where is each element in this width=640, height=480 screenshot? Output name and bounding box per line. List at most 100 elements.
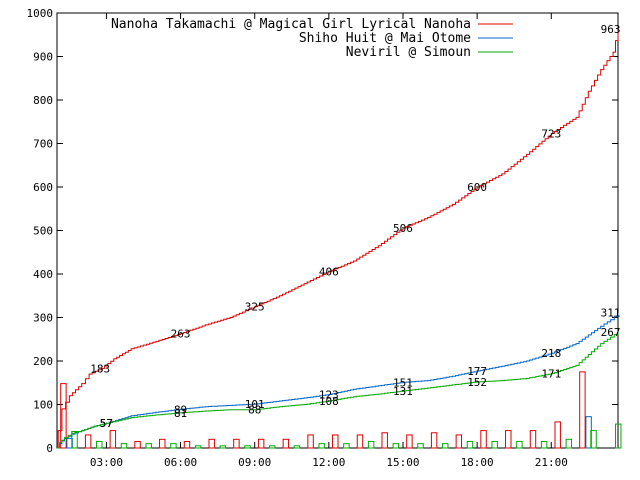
y-tick-label: 100 xyxy=(33,399,53,412)
series-1-value-label: 963 xyxy=(601,23,621,36)
series-1-bar xyxy=(159,438,166,449)
series-1-bar xyxy=(430,432,438,449)
series-3-line xyxy=(57,331,619,449)
series-3-bar xyxy=(590,430,597,449)
series-3-bar xyxy=(170,443,177,449)
series-1-bar xyxy=(257,438,265,449)
series-1-bar xyxy=(109,430,117,449)
x-tick-label: 06:00 xyxy=(164,456,197,469)
series-1-bar xyxy=(579,371,586,449)
plot-frame xyxy=(56,12,619,449)
series-3-bar xyxy=(120,443,128,449)
y-tick-label: 200 xyxy=(33,355,53,368)
series-1-bar xyxy=(134,440,141,449)
series-1-bar xyxy=(233,438,240,449)
x-tick-label: 09:00 xyxy=(238,456,271,469)
series-3-bar xyxy=(145,443,152,449)
series-3-bar xyxy=(318,443,325,449)
x-tick-label: 15:00 xyxy=(386,456,419,469)
series-1-bar xyxy=(356,434,364,449)
series-3-bar xyxy=(194,445,202,449)
series-1-bar xyxy=(332,434,339,449)
x-axis-ticks: 03:00 06:00 09:00 12:00 15:00 18:00 21:00 xyxy=(90,13,568,469)
series-1-bar xyxy=(183,440,191,449)
x-tick-label: 18:00 xyxy=(461,456,494,469)
series-3-bar xyxy=(491,440,498,449)
series-2-value-label: 123 xyxy=(319,388,339,401)
series-3-bar xyxy=(367,440,375,449)
series-3-bar xyxy=(615,423,622,449)
series-1-value-label: 183 xyxy=(90,362,110,375)
series-1-bar xyxy=(529,430,537,449)
series-1-value-label: 600 xyxy=(467,181,487,194)
series-2-value-label: 218 xyxy=(541,347,561,360)
series-1-bar xyxy=(505,430,512,449)
y-tick-label: 0 xyxy=(46,442,53,455)
y-tick-label: 900 xyxy=(33,51,53,64)
legend-label-series-1: Nanoha Takamachi @ Magical Girl Lyrical … xyxy=(111,17,471,32)
series-3-bar xyxy=(565,438,573,449)
series-3-value-label: 81 xyxy=(174,407,187,420)
series-1-bar xyxy=(282,438,290,449)
series-3-bar xyxy=(466,440,474,449)
series-3-value-label: 171 xyxy=(541,368,561,381)
series-1-value-label: 325 xyxy=(245,301,265,314)
series-3-value-label: 88 xyxy=(248,404,261,417)
series-3-bar xyxy=(293,445,301,449)
series-3-bar xyxy=(442,443,449,449)
y-tick-label: 700 xyxy=(33,138,53,151)
series-2-value-label: 101 xyxy=(245,398,265,411)
x-tick-label: 21:00 xyxy=(535,456,568,469)
series-1-bar xyxy=(554,421,561,449)
series-3-value-label: 267 xyxy=(601,326,621,339)
series-3-bar xyxy=(392,443,400,449)
series-3-bar xyxy=(219,445,227,449)
series-3-bar xyxy=(244,445,251,449)
series-3-value-label: 108 xyxy=(319,395,339,408)
series-2-value-label: 311 xyxy=(601,307,621,320)
series-1-bar xyxy=(381,432,388,449)
series-3-bar xyxy=(417,443,424,449)
series-3-bar xyxy=(269,445,276,449)
series-1-bar xyxy=(84,434,92,449)
series-1-bar xyxy=(307,434,314,449)
series-3-bar xyxy=(71,430,78,449)
y-tick-label: 600 xyxy=(33,181,53,194)
legend-label-series-2: Shiho Huit @ Mai Otome xyxy=(299,31,471,46)
series-1-value-label: 506 xyxy=(393,222,413,235)
lines-layer xyxy=(57,29,619,449)
series-3-value-label: 57 xyxy=(100,417,113,430)
y-tick-label: 500 xyxy=(33,225,53,238)
series-3-value-label: 152 xyxy=(467,376,487,389)
legend: Nanoha Takamachi @ Magical Girl Lyrical … xyxy=(111,17,513,60)
x-tick-label: 12:00 xyxy=(312,456,345,469)
series-1-bar xyxy=(60,383,67,449)
y-tick-label: 300 xyxy=(33,312,53,325)
legend-label-series-3: Neviril @ Simoun xyxy=(346,45,471,60)
series-2-value-label: 89 xyxy=(174,403,187,416)
series-2-value-label: 57 xyxy=(100,417,113,430)
y-tick-label: 800 xyxy=(33,94,53,107)
series-2-line xyxy=(57,312,619,449)
series-2-value-label: 177 xyxy=(467,365,487,378)
series-3-bar xyxy=(96,440,103,449)
x-tick-label: 03:00 xyxy=(90,456,123,469)
series-1-value-label: 406 xyxy=(319,265,339,278)
series-3-bar xyxy=(516,440,523,449)
series-1-bar xyxy=(455,434,463,449)
series-1-value-label: 723 xyxy=(541,127,561,140)
series-1-value-label: 263 xyxy=(171,328,191,341)
series-3-bar xyxy=(540,440,548,449)
point-labels-layer: 183 263 325 406 506 600 723 963 57 89 101 123 151 177… xyxy=(90,23,620,430)
y-axis-ticks: 0 100 200 300 400 500 600 700 800 900 1000 xyxy=(27,7,618,455)
series-1-bar xyxy=(480,430,487,449)
series-3-value-label: 131 xyxy=(393,385,413,398)
y-tick-label: 400 xyxy=(33,268,53,281)
series-2-value-label: 151 xyxy=(393,376,413,389)
series-1-line xyxy=(57,29,619,449)
series-1-bar xyxy=(208,438,215,449)
series-3-bar xyxy=(343,443,350,449)
bars-layer xyxy=(60,371,622,449)
series-1-bar xyxy=(406,434,413,449)
